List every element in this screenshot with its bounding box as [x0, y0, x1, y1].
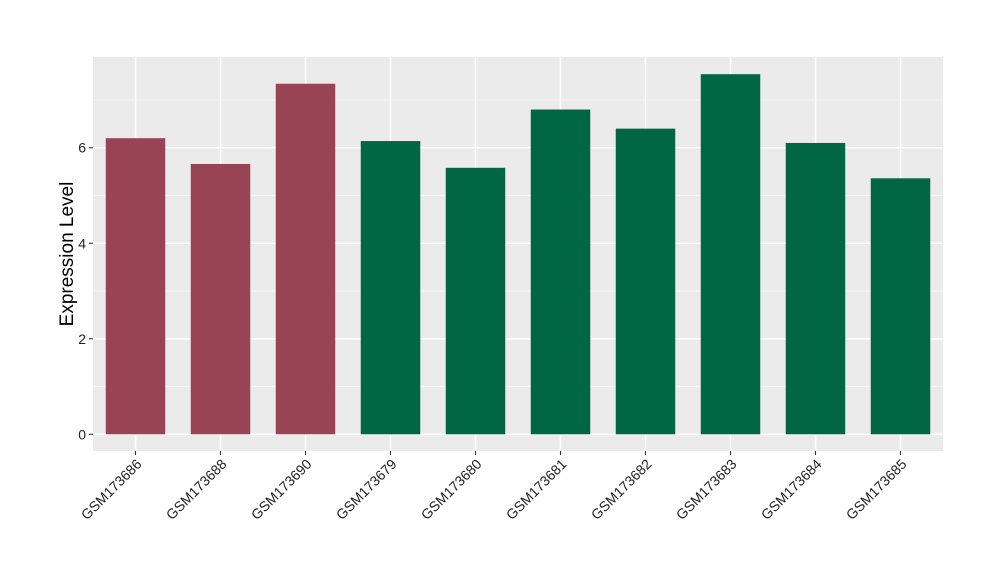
- x-tick-label: GSM173688: [163, 456, 230, 523]
- x-tick-label: GSM173685: [843, 456, 910, 523]
- bar-GSM173682: [615, 128, 676, 435]
- bars: [105, 74, 931, 435]
- y-tick-label: 2: [78, 331, 86, 347]
- bar-GSM173685: [870, 178, 931, 435]
- bar-GSM173679: [360, 141, 421, 435]
- y-tick-label: 4: [78, 235, 86, 251]
- x-axis: GSM173686 GSM173688 GSM173690 GSM173679 GSM1…: [78, 451, 910, 523]
- y-tick-label: 6: [78, 140, 86, 156]
- bar-GSM173686: [105, 138, 166, 435]
- x-tick-label: GSM173682: [588, 456, 655, 523]
- x-tick-label: GSM173684: [758, 456, 825, 523]
- bar-GSM173683: [700, 74, 761, 435]
- y-tick-label: 0: [78, 426, 86, 442]
- bar-GSM173688: [190, 163, 251, 435]
- x-tick-label: GSM173680: [418, 456, 485, 523]
- bar-GSM173680: [445, 167, 506, 435]
- y-axis-title: Expression Level: [57, 182, 78, 327]
- x-tick-label: GSM173683: [673, 456, 740, 523]
- x-tick-label: GSM173679: [333, 456, 400, 523]
- bar-GSM173684: [785, 142, 846, 435]
- bar-GSM173681: [530, 109, 591, 435]
- y-axis: 0 2 4 6: [78, 140, 93, 442]
- x-tick-label: GSM173690: [248, 456, 315, 523]
- x-tick-label: GSM173686: [78, 456, 145, 523]
- bar-GSM173690: [275, 83, 336, 435]
- x-tick-label: GSM173681: [503, 456, 570, 523]
